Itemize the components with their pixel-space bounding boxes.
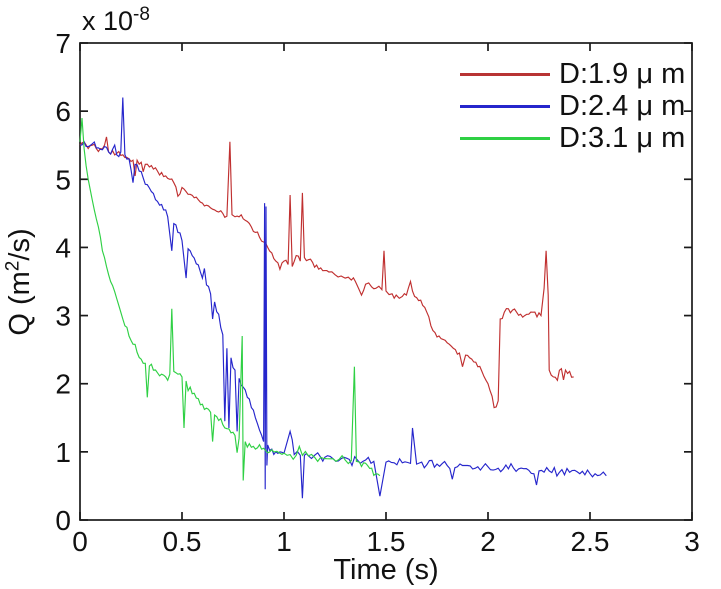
legend-label: D:3.1 μ m	[559, 121, 686, 154]
x-tick-label: 0.5	[163, 526, 202, 557]
legend-entry: D:3.1 μ m	[460, 122, 685, 154]
y-tick-label: 0	[55, 505, 71, 536]
x-tick-label: 1	[276, 526, 292, 557]
exponent-base: x 10	[82, 6, 134, 36]
y-tick-label: 3	[55, 301, 71, 332]
legend-label: D:2.4 μ m	[559, 89, 686, 122]
y-tick-label: 4	[55, 232, 71, 263]
y-tick-label: 6	[55, 96, 71, 127]
y-axis-title-post: /s)	[4, 228, 36, 261]
y-tick-label: 7	[55, 28, 71, 59]
legend-line-swatch	[460, 72, 550, 76]
y-tick-label: 5	[55, 164, 71, 195]
y-axis-title: Q (m2/s)	[2, 182, 44, 382]
legend-entry: D:2.4 μ m	[460, 90, 685, 122]
x-tick-label: 0	[72, 526, 88, 557]
legend-entry: D:1.9 μ m	[460, 58, 685, 90]
x-tick-label: 1.5	[367, 526, 406, 557]
y-tick-label: 2	[55, 369, 71, 400]
legend-label: D:1.9 μ m	[559, 57, 686, 90]
x-tick-label: 2.5	[571, 526, 610, 557]
y-axis-title-pre: Q (m	[4, 271, 36, 336]
y-tick-label: 1	[55, 437, 71, 468]
legend-line-swatch	[460, 104, 550, 108]
legend: D:1.9 μ m D:2.4 μ m D:3.1 μ m	[460, 58, 685, 154]
series-d2-4um	[79, 97, 607, 499]
x-axis-title: Time (s)	[333, 554, 439, 586]
exponent-power: -8	[133, 4, 150, 25]
x-tick-label: 3	[684, 526, 700, 557]
series-d3-1um	[79, 117, 381, 481]
x-tick-label: 2	[480, 526, 496, 557]
legend-line-swatch	[460, 136, 550, 140]
y-axis-exponent-label: x 10-8	[82, 4, 150, 37]
series-d1-9um	[79, 136, 574, 409]
y-axis-title-sup: 2	[2, 260, 24, 272]
